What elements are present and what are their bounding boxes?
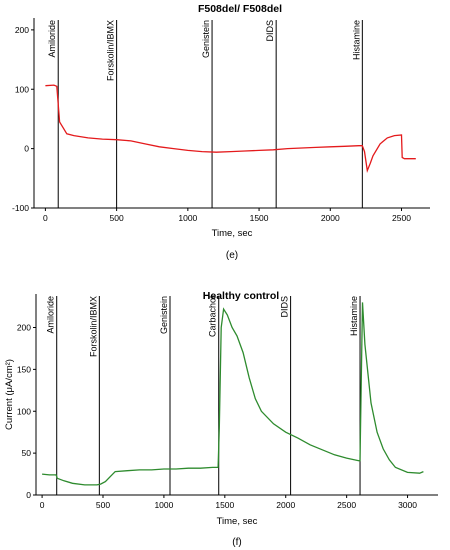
panel-e-y-tick-label: 200 [15, 25, 29, 35]
panel-e-x-tick-label: 500 [110, 213, 124, 223]
panel-f-y-axis-title: Current (μA/cm²) [4, 359, 15, 430]
panel-e-x-axis-title: Time, sec [212, 228, 253, 239]
panel-e-x-tick-label: 1500 [250, 213, 269, 223]
panel-f-x-tick-label: 2500 [337, 500, 356, 510]
panel-e-x-tick-label: 2000 [321, 213, 340, 223]
panel-e-event-label: Amiloride [47, 20, 57, 58]
panel-f-y-tick-label: 0 [26, 490, 31, 500]
panel-f-x-tick-label: 1000 [154, 500, 173, 510]
panel-e-data-line [45, 84, 416, 174]
panel-e-x-tick-label: 0 [43, 213, 48, 223]
panel-e-title: F508del/ F508del [198, 3, 282, 15]
panel-f-event-label: Genistein [159, 296, 169, 334]
panel-f-event-label: Forskolin/IBMX [88, 296, 98, 357]
panel-e-event-label: Genistein [201, 20, 211, 58]
panel-e-y-tick-label: 100 [15, 84, 29, 94]
panel-f-y-tick-label: 100 [17, 406, 31, 416]
panel-f-x-axis-title: Time, sec [217, 516, 258, 527]
panel-f-title: Healthy control [203, 290, 280, 302]
panel-e-y-tick-label: -100 [12, 203, 29, 213]
panel-f-y-tick-label: 50 [22, 448, 32, 458]
panel-e-event-label: Histamine [351, 20, 361, 60]
panel-f-event-label: Amiloride [46, 296, 56, 334]
panel-f-event-label: DIDS [280, 296, 290, 318]
panel-f-x-tick-label: 2000 [276, 500, 295, 510]
panel-e-x-tick-label: 1000 [178, 213, 197, 223]
panel-f-y-tick-label: 150 [17, 364, 31, 374]
panel-f-data-line [42, 302, 424, 486]
panel-e-y-tick-label: 0 [24, 144, 29, 154]
panel-f-x-tick-label: 3000 [398, 500, 417, 510]
panel-f-panel-label: (f) [232, 537, 241, 548]
panel-f-x-tick-label: 500 [96, 500, 110, 510]
panel-f-event-label: Carbachol [208, 296, 218, 337]
panel-e-x-tick-label: 2500 [392, 213, 411, 223]
panel-f-x-tick-label: 1500 [215, 500, 234, 510]
panel-f-event-label: Histamine [349, 296, 359, 336]
panel-e-panel-label: (e) [226, 250, 238, 261]
panel-e-event-label: Forskolin/IBMX [106, 20, 116, 81]
panel-f-y-tick-label: 200 [17, 323, 31, 333]
panel-f-x-tick-label: 0 [40, 500, 45, 510]
panel-e-event-label: DIDS [265, 20, 275, 42]
